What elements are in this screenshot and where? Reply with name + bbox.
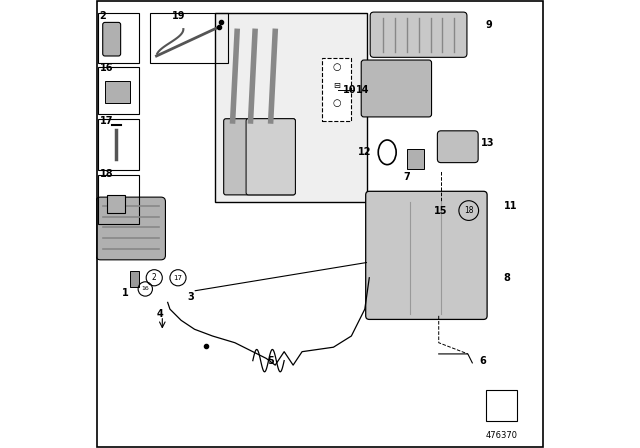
- FancyBboxPatch shape: [370, 12, 467, 57]
- Text: 2: 2: [100, 11, 106, 21]
- FancyBboxPatch shape: [224, 119, 296, 195]
- Text: 15: 15: [434, 207, 448, 216]
- Text: 10: 10: [343, 85, 356, 95]
- Bar: [215, 13, 367, 202]
- Text: 9: 9: [486, 20, 493, 30]
- Text: 18: 18: [100, 169, 113, 179]
- Text: ⊟: ⊟: [333, 81, 340, 90]
- Text: 3: 3: [188, 292, 195, 302]
- FancyBboxPatch shape: [96, 197, 165, 260]
- Text: 18: 18: [464, 206, 474, 215]
- Text: 6: 6: [479, 356, 486, 366]
- Text: 13: 13: [481, 138, 495, 148]
- Bar: [150, 13, 228, 63]
- Bar: [486, 390, 517, 421]
- Bar: [407, 149, 424, 169]
- Text: 4: 4: [157, 309, 163, 319]
- FancyBboxPatch shape: [103, 22, 121, 56]
- FancyBboxPatch shape: [361, 60, 431, 117]
- Text: 5: 5: [268, 356, 274, 366]
- Bar: [105, 81, 129, 103]
- Text: ○: ○: [332, 98, 341, 108]
- Text: 17: 17: [100, 116, 113, 126]
- Text: 17: 17: [173, 275, 182, 281]
- Bar: [99, 67, 139, 114]
- Bar: [99, 13, 139, 63]
- Text: 19: 19: [172, 11, 186, 21]
- FancyBboxPatch shape: [365, 191, 487, 319]
- Bar: [323, 58, 351, 121]
- Text: ○: ○: [332, 62, 341, 72]
- Text: 16: 16: [100, 63, 113, 73]
- Text: 476370: 476370: [486, 431, 518, 440]
- Text: 8: 8: [504, 273, 511, 283]
- Text: 14: 14: [356, 85, 369, 95]
- Text: 12: 12: [358, 147, 371, 157]
- Bar: [130, 271, 139, 287]
- Bar: [108, 195, 125, 213]
- Bar: [99, 119, 139, 170]
- Text: 1: 1: [122, 289, 129, 298]
- Text: 2: 2: [152, 273, 157, 282]
- Text: 11: 11: [504, 201, 517, 211]
- FancyBboxPatch shape: [246, 119, 296, 195]
- Bar: [99, 175, 139, 224]
- Text: 7: 7: [404, 172, 410, 182]
- FancyBboxPatch shape: [437, 131, 478, 163]
- Text: 16: 16: [141, 286, 149, 292]
